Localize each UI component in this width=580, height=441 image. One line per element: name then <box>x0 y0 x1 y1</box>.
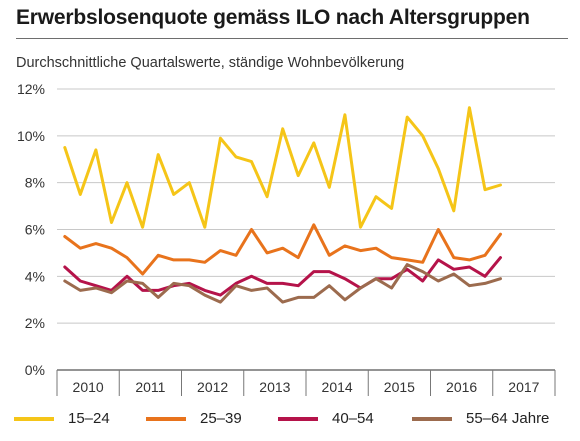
y-tick-label: 4% <box>25 268 45 284</box>
x-axis-year-separators <box>56 370 556 396</box>
y-tick-label: 12% <box>17 81 45 97</box>
y-axis-tick-labels: 0% 2% 4% 6% 8% 10% 12% <box>17 81 45 378</box>
y-tick-label: 6% <box>25 222 45 238</box>
legend-label: 15–24 <box>68 410 110 427</box>
x-tick-label: 2011 <box>135 379 165 395</box>
y-tick-label: 0% <box>25 362 45 378</box>
y-tick-label: 2% <box>25 315 45 331</box>
legend-swatch <box>278 417 318 421</box>
title-divider <box>16 38 568 39</box>
legend-swatch <box>14 417 54 421</box>
series-line-2 <box>63 223 502 276</box>
chart-subtitle: Durchschnittliche Quartalswerte, ständig… <box>16 55 405 71</box>
legend-label: 25–39 <box>200 410 242 427</box>
x-tick-label: 2017 <box>508 379 539 395</box>
legend: 15–24 25–39 40–54 55–64 Jahre <box>14 408 574 432</box>
line-chart: 0%2%4%6%8%10%12% 2010 2011 2012 2013 2014 201… <box>17 81 556 396</box>
x-axis-year-labels: 2010 2011 2012 2013 2014 2015 2016 2017 <box>73 379 540 395</box>
chart-title: Erwerbslosenquote gemäss ILO nach Alters… <box>16 6 530 29</box>
legend-label: 55–64 Jahre <box>466 410 550 427</box>
x-tick-label: 2012 <box>197 379 228 395</box>
x-tick-label: 2010 <box>73 379 104 395</box>
gridlines <box>57 88 555 371</box>
series-line-4 <box>63 263 502 304</box>
x-tick-label: 2014 <box>322 379 353 395</box>
y-tick-label: 8% <box>25 175 45 191</box>
x-tick-label: 2016 <box>446 379 477 395</box>
legend-swatch <box>412 417 452 421</box>
series-line-1 <box>63 106 502 229</box>
x-tick-label: 2013 <box>259 379 290 395</box>
legend-label: 40–54 <box>332 410 374 427</box>
series-lines <box>63 106 502 304</box>
legend-swatch <box>146 417 186 421</box>
x-tick-label: 2015 <box>384 379 415 395</box>
y-tick-label: 10% <box>17 128 45 144</box>
